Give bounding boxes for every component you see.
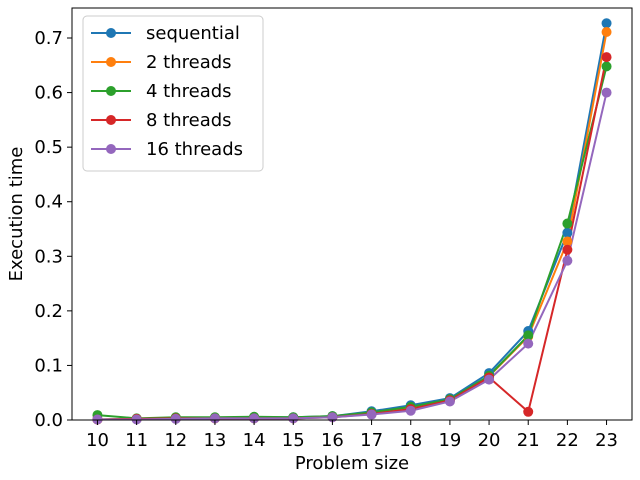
legend-marker-4 — [106, 144, 116, 154]
data-point-4-10 — [484, 374, 495, 385]
legend-label-3: 8 threads — [146, 110, 232, 131]
x-tick-label-2: 12 — [164, 430, 187, 451]
series-line-4 — [96, 91, 608, 421]
data-point-2-12 — [562, 218, 573, 229]
x-tick-label-11: 21 — [517, 430, 540, 451]
series-line-2 — [96, 65, 608, 420]
x-tick-label-13: 23 — [595, 430, 618, 451]
x-tick-label-1: 11 — [125, 430, 148, 451]
data-point-4-5 — [288, 413, 299, 424]
legend-label-2: 4 threads — [146, 81, 232, 102]
y-tick-label-4: 0.4 — [34, 192, 63, 213]
y-tick-label-3: 0.3 — [34, 246, 63, 267]
y-tick-label-5: 0.5 — [34, 137, 63, 158]
series-markers — [92, 18, 612, 425]
legend-marker-3 — [106, 115, 116, 125]
data-point-1-13 — [601, 27, 612, 38]
x-tick-label-0: 10 — [86, 430, 109, 451]
legend-label-4: 16 threads — [146, 139, 243, 160]
y-axis-label: Execution time — [6, 147, 27, 282]
axes-frame — [71, 7, 633, 421]
legend-box — [82, 15, 264, 172]
data-point-3-12 — [562, 244, 573, 255]
legend-marker-1 — [106, 57, 116, 67]
data-point-4-2 — [170, 413, 181, 424]
series-lines — [96, 22, 608, 421]
data-point-4-7 — [366, 409, 377, 420]
data-point-4-0 — [92, 414, 103, 425]
legend-label-1: 2 threads — [146, 52, 232, 73]
x-tick-label-10: 20 — [478, 430, 501, 451]
data-point-3-11 — [523, 406, 534, 417]
x-tick-label-8: 18 — [399, 430, 422, 451]
data-point-0-12 — [562, 227, 573, 238]
x-tick-label-7: 17 — [360, 430, 383, 451]
x-tick-label-6: 16 — [321, 430, 344, 451]
y-tick-label-0: 0.0 — [34, 410, 63, 431]
data-point-4-3 — [209, 413, 220, 424]
y-tick-label-2: 0.2 — [34, 301, 63, 322]
axes: 10 11 12 13 14 15 16 17 18 19 20 21 22 23 0.0 0.1 0.2 0.3… — [34, 7, 633, 451]
x-tick-label-5: 15 — [282, 430, 305, 451]
data-point-4-13 — [601, 87, 612, 98]
legend-marker-0 — [106, 28, 116, 38]
legend-marker-2 — [106, 86, 116, 96]
x-tick-label-12: 22 — [556, 430, 579, 451]
data-point-4-8 — [405, 405, 416, 416]
data-point-2-13 — [601, 61, 612, 72]
x-tick-label-3: 13 — [203, 430, 226, 451]
data-point-1-12 — [562, 236, 573, 247]
x-axis-label: Problem size — [295, 453, 409, 474]
data-point-4-9 — [444, 396, 455, 407]
data-point-4-1 — [131, 414, 142, 425]
data-point-4-12 — [562, 255, 573, 266]
y-tick-label-6: 0.6 — [34, 83, 63, 104]
data-point-4-11 — [523, 338, 534, 349]
data-point-2-11 — [523, 330, 534, 341]
data-point-4-4 — [249, 413, 260, 424]
data-point-3-13 — [601, 52, 612, 63]
y-tick-label-1: 0.1 — [34, 355, 63, 376]
y-tick-label-7: 0.7 — [34, 28, 63, 49]
x-tick-label-9: 19 — [438, 430, 461, 451]
legend-label-0: sequential — [146, 23, 240, 44]
legend: sequential 2 threads 4 threads 8 threads 16 … — [82, 15, 264, 172]
x-tick-label-4: 14 — [243, 430, 266, 451]
data-point-0-13 — [601, 18, 612, 29]
